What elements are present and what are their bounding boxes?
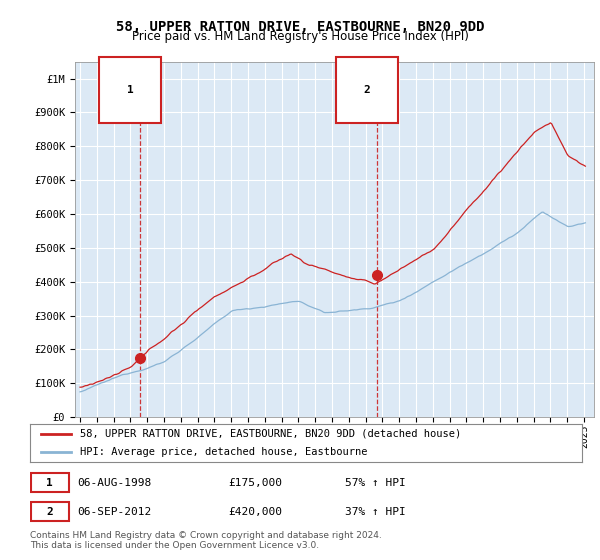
Text: Contains HM Land Registry data © Crown copyright and database right 2024.
This d: Contains HM Land Registry data © Crown c… [30,531,382,550]
FancyBboxPatch shape [31,502,68,521]
Text: 37% ↑ HPI: 37% ↑ HPI [344,507,406,517]
Text: 06-SEP-2012: 06-SEP-2012 [77,507,151,517]
Text: 57% ↑ HPI: 57% ↑ HPI [344,478,406,488]
Text: £420,000: £420,000 [229,507,283,517]
Text: £175,000: £175,000 [229,478,283,488]
Text: Price paid vs. HM Land Registry's House Price Index (HPI): Price paid vs. HM Land Registry's House … [131,30,469,43]
Text: 2: 2 [46,507,53,517]
Text: 1: 1 [46,478,53,488]
FancyBboxPatch shape [31,473,68,492]
Text: HPI: Average price, detached house, Eastbourne: HPI: Average price, detached house, East… [80,447,367,458]
Text: 06-AUG-1998: 06-AUG-1998 [77,478,151,488]
Text: 58, UPPER RATTON DRIVE, EASTBOURNE, BN20 9DD (detached house): 58, UPPER RATTON DRIVE, EASTBOURNE, BN20… [80,429,461,439]
Text: 2: 2 [364,85,370,95]
Text: 58, UPPER RATTON DRIVE, EASTBOURNE, BN20 9DD: 58, UPPER RATTON DRIVE, EASTBOURNE, BN20… [116,20,484,34]
Text: 1: 1 [127,85,133,95]
